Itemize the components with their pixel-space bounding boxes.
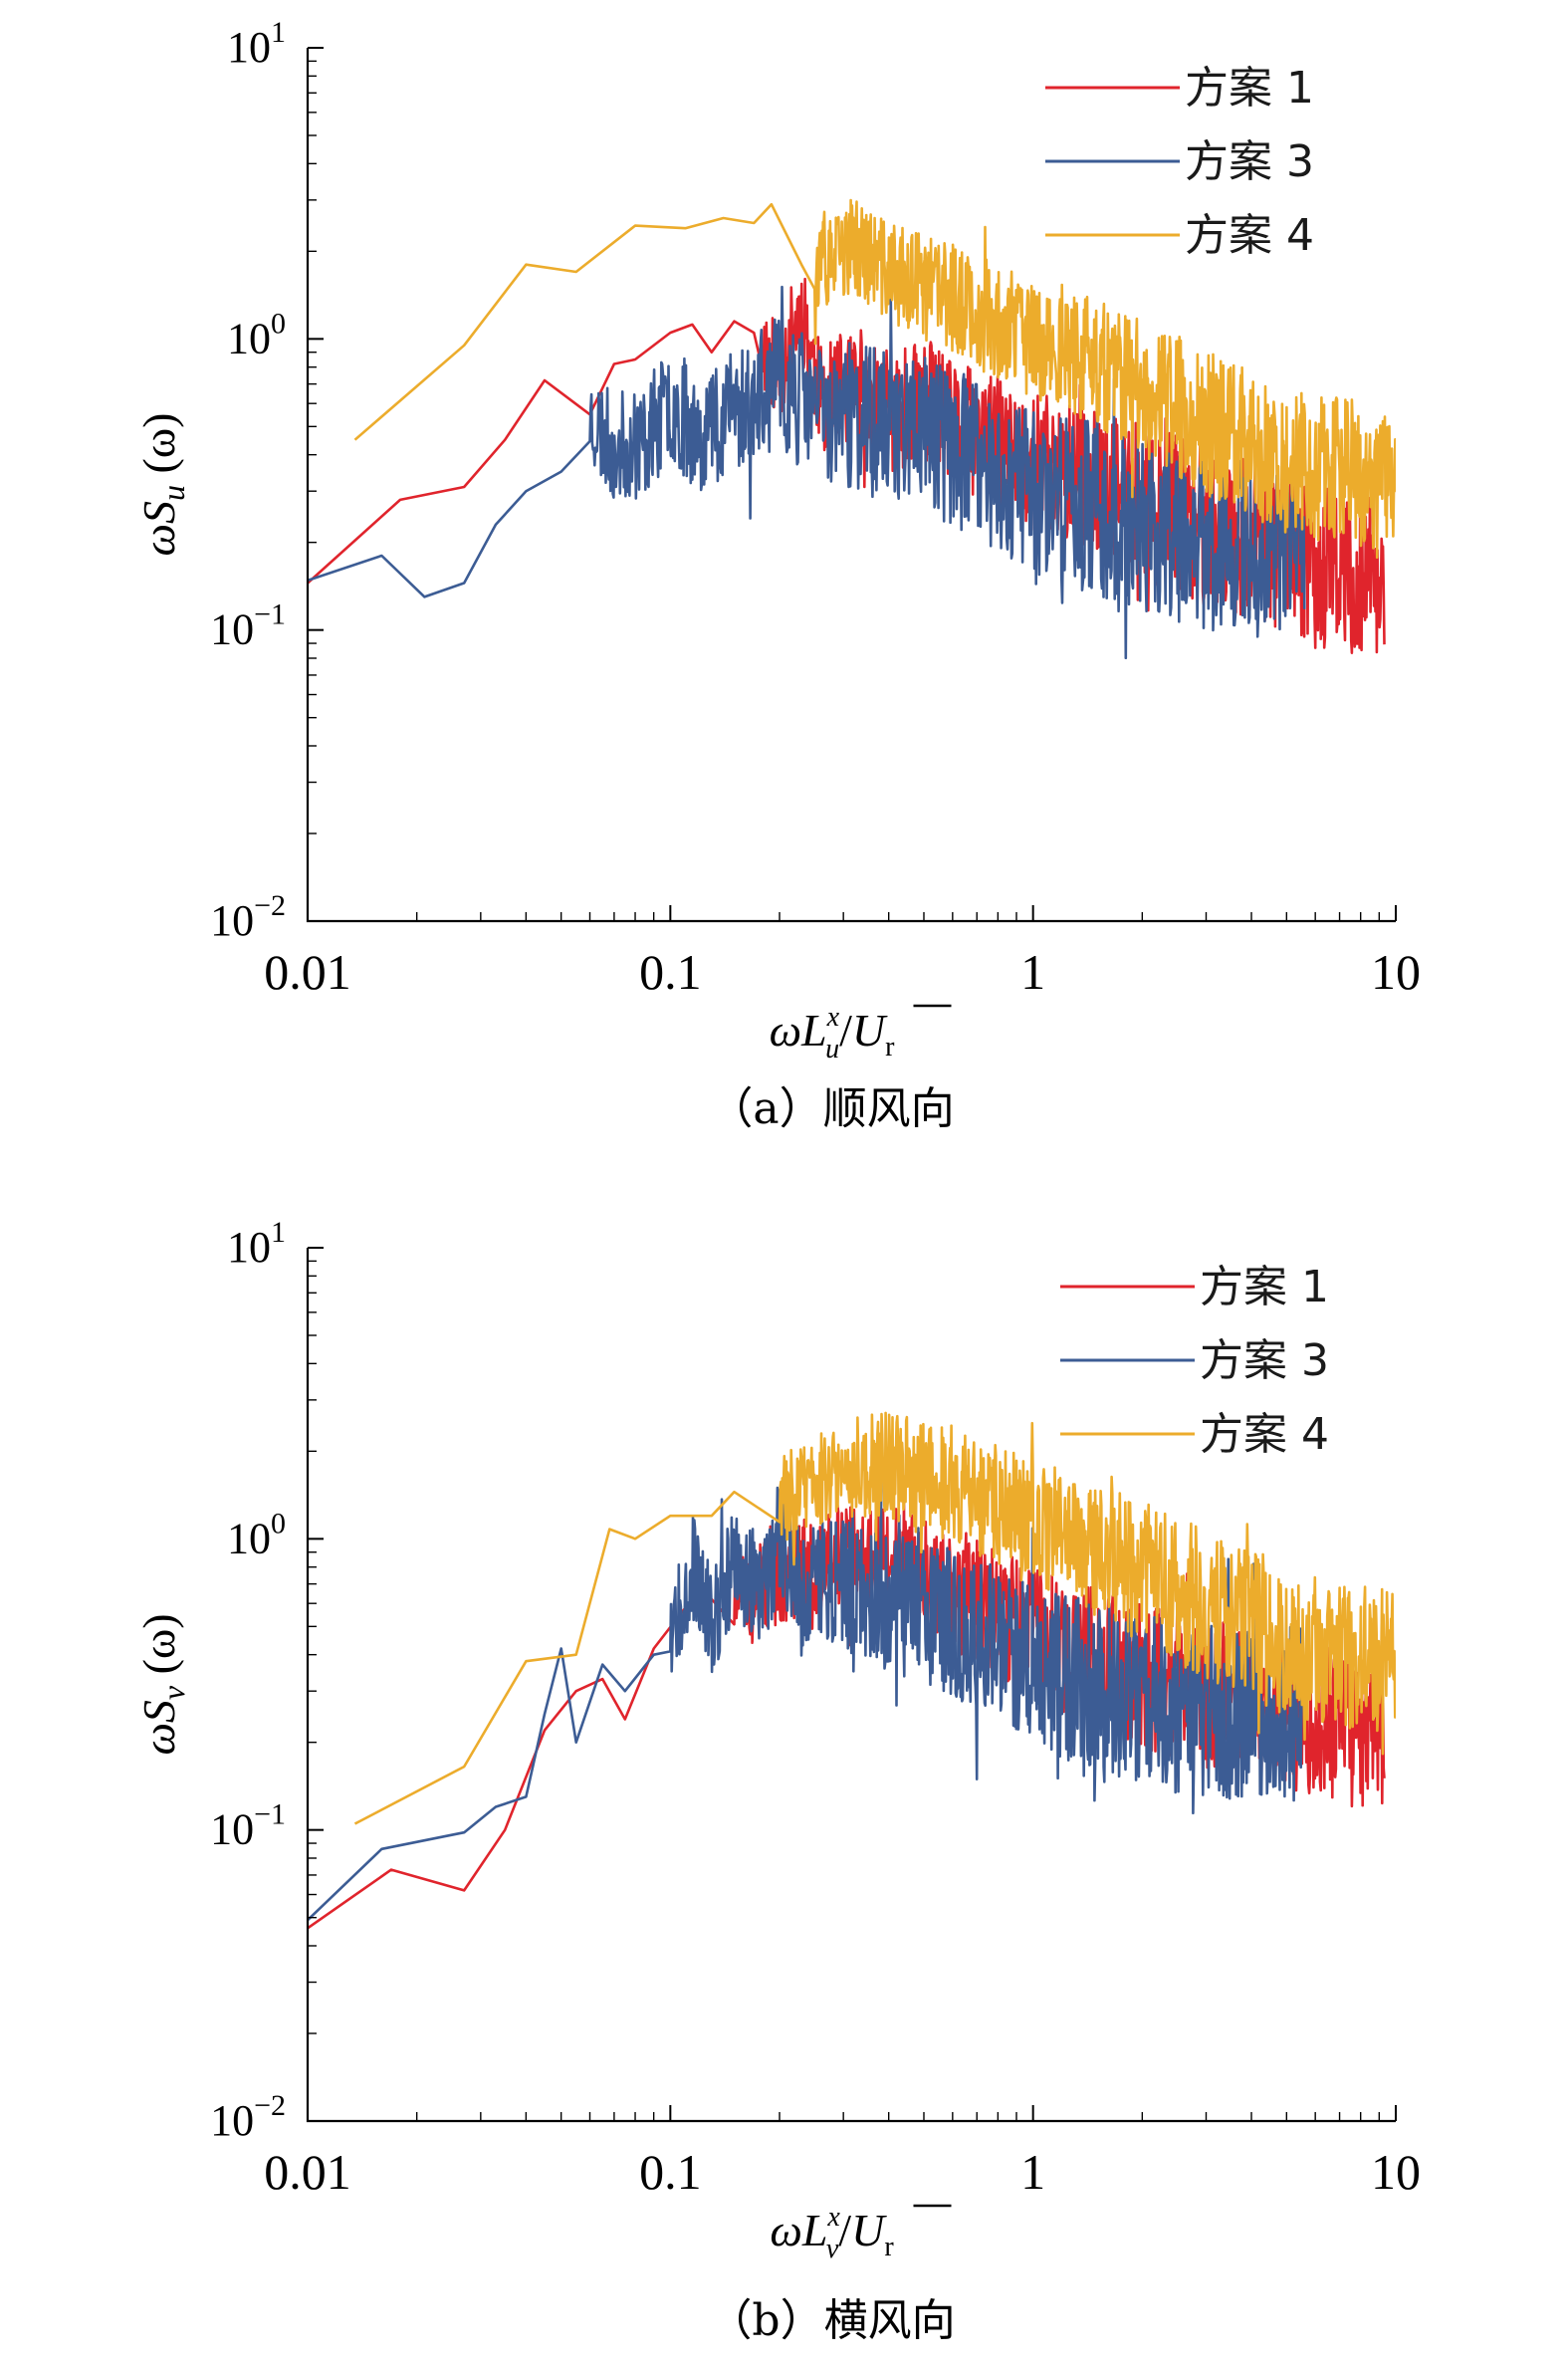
x-tick-label: 1 xyxy=(1020,944,1045,1000)
figure-caption: （a）顺风向 xyxy=(709,1083,954,1134)
x-tick-label: 0.1 xyxy=(639,2144,702,2200)
x-tick-label: 10 xyxy=(1371,944,1421,1000)
y-tick-label: 10−1 xyxy=(210,598,286,654)
y-tick-label: 101 xyxy=(227,16,286,72)
legend-label: 方案 4 xyxy=(1200,1409,1329,1460)
legend-label: 方案 1 xyxy=(1200,1262,1329,1312)
series-line-scheme4 xyxy=(353,1411,1396,1825)
y-tick-label: 10−2 xyxy=(210,889,286,945)
legend: 方案 1 方案 3 方案 4 xyxy=(1060,1262,1329,1460)
legend: 方案 1 方案 3 方案 4 xyxy=(1045,63,1314,261)
legend-label: 方案 3 xyxy=(1185,136,1314,187)
series-line-scheme3 xyxy=(308,1463,1306,1922)
y-tick-label: 100 xyxy=(227,307,286,362)
series-group xyxy=(308,1411,1396,1930)
y-tick-label: 100 xyxy=(227,1507,286,1562)
y-tick-label: 10−1 xyxy=(210,1798,286,1854)
chart-panel-b: 10−2 10−1 100 101 0.01 0.1 1 10 ωSv (ω) ωLx v/Ur （b… xyxy=(133,1216,1421,2346)
x-axis-title: ωLx u/Ur xyxy=(770,1002,952,1065)
y-axis-title: ωSv (ω) xyxy=(133,1613,191,1755)
x-axis-title: ωLx v/Ur xyxy=(770,2202,952,2264)
series-line-scheme3 xyxy=(308,285,1306,659)
x-tick-label: 0.01 xyxy=(264,944,351,1000)
legend-label: 方案 4 xyxy=(1185,210,1314,261)
legend-label: 方案 3 xyxy=(1200,1335,1329,1386)
series-line-scheme4 xyxy=(353,198,1396,559)
figure-caption: （b）横风向 xyxy=(708,2295,955,2346)
x-tick-label: 10 xyxy=(1371,2144,1421,2200)
y-tick-label: 101 xyxy=(227,1216,286,1272)
series-group xyxy=(308,198,1396,659)
y-axis-title: ωSu (ω) xyxy=(133,413,191,557)
legend-label: 方案 1 xyxy=(1185,63,1314,114)
chart-panel-a: 10−2 10−1 100 101 0.01 0.1 1 10 ωSu (ω) ωLx u/Ur （a… xyxy=(133,16,1421,1134)
x-tick-label: 1 xyxy=(1020,2144,1045,2200)
x-tick-label: 0.1 xyxy=(639,944,702,1000)
x-tick-label: 0.01 xyxy=(264,2144,351,2200)
y-tick-label: 10−2 xyxy=(210,2089,286,2145)
